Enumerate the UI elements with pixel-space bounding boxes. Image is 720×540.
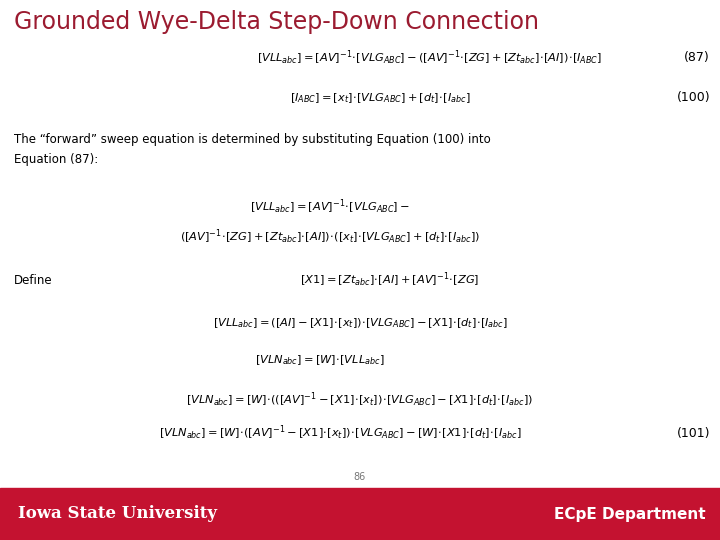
Text: $[VLN_{abc}] = [W] \!\cdot\! ([AV]^{-1} - [X1] \!\cdot\! [x_t]) \!\cdot\! [VLG_{: $[VLN_{abc}] = [W] \!\cdot\! ([AV]^{-1} … (158, 424, 521, 442)
Text: 86: 86 (354, 472, 366, 482)
Text: (100): (100) (676, 91, 710, 105)
Text: Grounded Wye-Delta Step-Down Connection: Grounded Wye-Delta Step-Down Connection (14, 10, 539, 34)
Text: $[VLL_{abc}] = [AV]^{-1} \!\cdot\! [VLG_{ABC}] - ([AV]^{-1} \!\cdot\! [ZG] + [Zt: $[VLL_{abc}] = [AV]^{-1} \!\cdot\! [VLG_… (258, 49, 603, 67)
Text: $[I_{ABC}] = [x_t] \!\cdot\! [VLG_{ABC}] + [d_t] \!\cdot\! [I_{abc}]$: $[I_{ABC}] = [x_t] \!\cdot\! [VLG_{ABC}]… (289, 91, 470, 105)
Text: $([AV]^{-1} \!\cdot\! [ZG] + [Zt_{abc}] \!\cdot\! [AI]) \!\cdot\! ([x_t] \!\cdot: $([AV]^{-1} \!\cdot\! [ZG] + [Zt_{abc}] … (180, 228, 480, 246)
Text: $[VLL_{abc}] = [AV]^{-1} \!\cdot\! [VLG_{ABC}] -$: $[VLL_{abc}] = [AV]^{-1} \!\cdot\! [VLG_… (250, 198, 410, 216)
Text: Equation (87):: Equation (87): (14, 153, 98, 166)
Text: ECpE Department: ECpE Department (554, 507, 706, 522)
Text: $[VLN_{abc}] = [W] \!\cdot\! (([AV]^{-1} - [X1] \!\cdot\! [x_t]) \!\cdot\! [VLG_: $[VLN_{abc}] = [W] \!\cdot\! (([AV]^{-1}… (186, 391, 534, 409)
Text: $[X1] = [Zt_{abc}] \!\cdot\! [AI] + [AV]^{-1} \!\cdot\! [ZG]$: $[X1] = [Zt_{abc}] \!\cdot\! [AI] + [AV]… (300, 271, 480, 289)
Text: Iowa State University: Iowa State University (18, 505, 217, 523)
Text: Define: Define (14, 273, 53, 287)
Text: (87): (87) (684, 51, 710, 64)
Bar (0, 488, 720, 540)
Text: (101): (101) (677, 427, 710, 440)
Text: The “forward” sweep equation is determined by substituting Equation (100) into: The “forward” sweep equation is determin… (14, 133, 491, 146)
Text: $[VLL_{abc}] = ([AI] - [X1] \!\cdot\! [x_t]) \!\cdot\! [VLG_{ABC}] - [X1] \!\cdo: $[VLL_{abc}] = ([AI] - [X1] \!\cdot\! [x… (212, 316, 508, 330)
Text: $[VLN_{abc}] = [W] \!\cdot\! [VLL_{abc}]$: $[VLN_{abc}] = [W] \!\cdot\! [VLL_{abc}]… (256, 353, 384, 367)
